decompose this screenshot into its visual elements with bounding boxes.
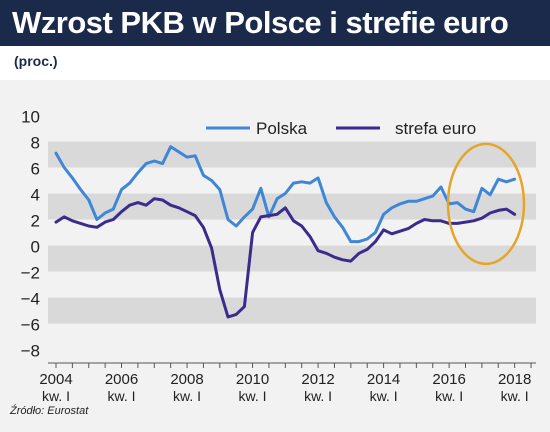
y-tick-label: −2 <box>21 264 40 283</box>
grid-band <box>48 245 536 272</box>
x-tick-quarter: kw. I <box>42 388 70 404</box>
x-tick-year: 2006 <box>105 371 138 388</box>
y-tick-label: 4 <box>31 186 40 205</box>
x-tick-year: 2016 <box>432 371 465 388</box>
highlight-ellipse <box>446 142 526 266</box>
legend-label: Polska <box>256 119 308 138</box>
x-tick-year: 2014 <box>367 371 400 388</box>
y-tick-label: 0 <box>31 238 40 257</box>
x-tick-quarter: kw. I <box>304 388 332 404</box>
source-note: Źródło: Eurostat <box>10 405 89 417</box>
x-tick-quarter: kw. I <box>239 388 267 404</box>
y-tick-label: −4 <box>21 290 40 309</box>
series-line-strefa-euro <box>54 197 517 319</box>
y-tick-label: 2 <box>31 212 40 231</box>
x-tick-year: 2018 <box>498 371 531 388</box>
legend-label: strefa euro <box>395 119 476 138</box>
x-tick-year: 2010 <box>236 371 269 388</box>
y-tick-label: −6 <box>21 316 40 335</box>
x-tick-quarter: kw. I <box>501 388 529 404</box>
x-tick-year: 2004 <box>39 371 72 388</box>
y-tick-label: 8 <box>31 134 40 153</box>
y-tick-label: −8 <box>21 342 40 361</box>
x-tick-year: 2008 <box>170 371 203 388</box>
x-tick-year: 2012 <box>301 371 334 388</box>
chart-subtitle: (proc.) <box>14 53 58 69</box>
chart-title: Wzrost PKB w Polsce i strefie euro <box>12 5 509 40</box>
x-tick-quarter: kw. I <box>435 388 463 404</box>
series-line-polska <box>54 145 517 244</box>
y-tick-label: 6 <box>31 160 40 179</box>
x-tick-quarter: kw. I <box>173 388 201 404</box>
x-tick-quarter: kw. I <box>108 388 136 404</box>
title-bar: Wzrost PKB w Polsce i strefie euro <box>0 0 550 46</box>
grid-band <box>48 297 536 324</box>
grid-band <box>48 141 536 168</box>
x-tick-quarter: kw. I <box>370 388 398 404</box>
y-tick-label: 10 <box>21 108 40 127</box>
